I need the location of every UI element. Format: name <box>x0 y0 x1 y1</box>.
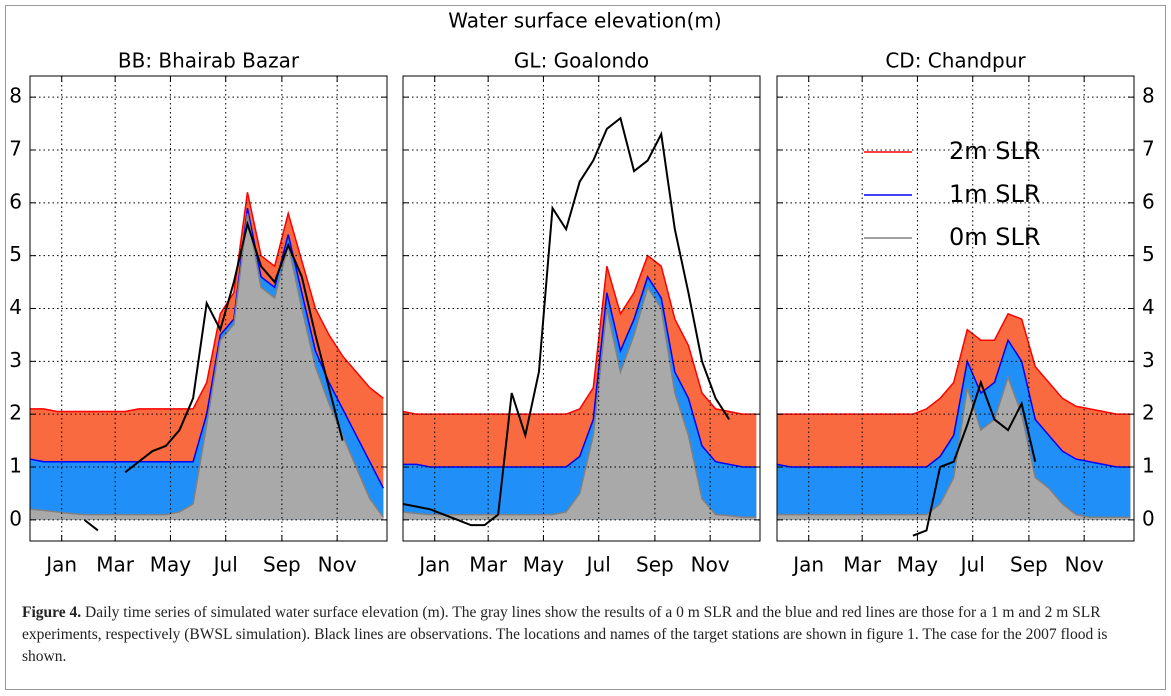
plot-frame <box>402 75 761 542</box>
legend-label: 0m SLR <box>949 223 1041 251</box>
y-tick-label: 2 <box>1142 401 1155 425</box>
caption-label: Figure 4. <box>22 604 82 621</box>
x-tick-label: Sep <box>263 553 301 577</box>
x-tick-label: Jan <box>417 553 450 577</box>
area-fill <box>777 340 1131 520</box>
x-tick-label: May <box>897 553 939 577</box>
x-tick-label: Nov <box>691 553 730 577</box>
x-tick-label: May <box>150 553 192 577</box>
figure-border <box>5 5 1166 690</box>
x-tick-label: Sep <box>636 553 674 577</box>
area-fill <box>30 213 384 520</box>
series-line <box>30 213 384 518</box>
x-tick-label: Jan <box>44 553 77 577</box>
y-tick-label: 4 <box>9 295 22 319</box>
area-fill <box>403 287 757 520</box>
y-tick-label: 5 <box>1142 242 1155 266</box>
y-tick-label: 2 <box>9 401 22 425</box>
x-tick-label: Jul <box>212 553 238 577</box>
series-line <box>83 220 344 532</box>
legend-label: 1m SLR <box>949 180 1041 208</box>
caption-text: Daily time series of simulated water sur… <box>22 604 1108 665</box>
series-line <box>403 254 757 415</box>
y-tick-label: 0 <box>9 506 22 530</box>
panel-title: GL: Goalondo <box>514 49 649 73</box>
y-tick-label: 3 <box>9 348 22 372</box>
y-tick-label: 6 <box>9 189 22 213</box>
x-tick-label: Mar <box>96 553 135 577</box>
panel-title: BB: Bhairab Bazar <box>118 49 300 73</box>
x-tick-label: Nov <box>1065 553 1104 577</box>
caption: Figure 4. Daily time series of simulated… <box>22 602 1152 668</box>
x-tick-label: Jul <box>585 553 611 577</box>
panel: CD: Chandpur 0 1 2 3 4 5 6 7 8 Jan Mar May Jul Sep Nov 2… <box>776 49 1155 577</box>
y-tick-label: 4 <box>1142 295 1155 319</box>
y-tick-label: 3 <box>1142 348 1155 372</box>
y-tick-label: 7 <box>9 136 22 160</box>
x-tick-label: Mar <box>843 553 882 577</box>
figure-title: Water surface elevation(m) <box>448 9 721 33</box>
plot-area <box>403 116 757 527</box>
y-tick-label: 0 <box>1142 506 1155 530</box>
x-tick-label: May <box>523 553 565 577</box>
x-tick-label: Sep <box>1010 553 1048 577</box>
y-tick-label: 8 <box>1142 84 1155 108</box>
x-tick-label: Mar <box>469 553 508 577</box>
plot-frame <box>776 75 1135 542</box>
series-line <box>403 285 757 518</box>
area-fill <box>777 377 1131 520</box>
y-tick-label: 1 <box>1142 454 1155 478</box>
x-tick-label: Jan <box>791 553 824 577</box>
legend-label: 2m SLR <box>949 137 1041 165</box>
series-line <box>912 379 1037 537</box>
x-tick-label: Jul <box>959 553 985 577</box>
y-tick-label: 6 <box>1142 189 1155 213</box>
panel-title: CD: Chandpur <box>885 49 1026 73</box>
y-tick-label: 8 <box>9 84 22 108</box>
y-tick-label: 5 <box>9 242 22 266</box>
y-tick-label: 7 <box>1142 136 1155 160</box>
series-line <box>777 374 1131 518</box>
x-tick-label: Nov <box>318 553 357 577</box>
panel: BB: Bhairab Bazar 0 1 2 3 4 5 6 7 8 Jan Mar May Jul Se… <box>9 49 388 577</box>
series-line <box>30 192 384 413</box>
plot-area <box>777 312 1131 537</box>
plot-frame <box>29 75 388 542</box>
y-tick-label: 1 <box>9 454 22 478</box>
panel: GL: Goalondo Jan Mar May Jul Sep Nov <box>402 49 761 577</box>
